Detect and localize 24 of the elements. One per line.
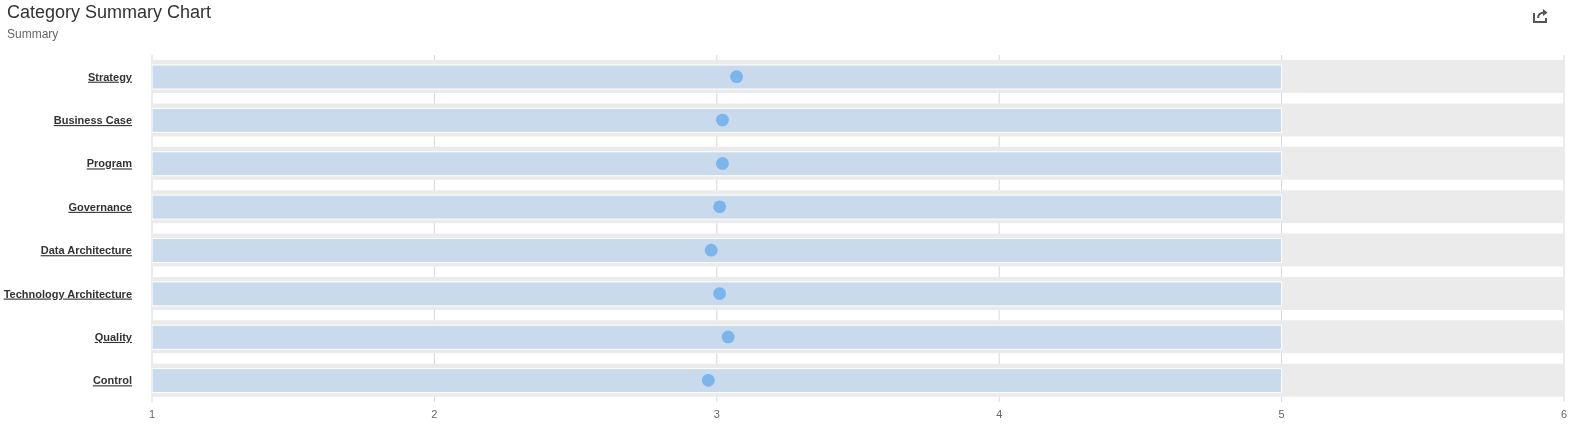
point [713, 287, 727, 300]
y-tick-label: Business Case [53, 114, 132, 127]
y-tick-label: Strategy [87, 70, 133, 83]
chart-title: Category Summary Chart [7, 2, 212, 22]
text: Summary [7, 27, 59, 41]
y-tick-label: Control [92, 374, 132, 387]
x-tick-label: 5 [1278, 407, 1285, 420]
y-tick-label: Technology Architecture [3, 287, 132, 300]
point [713, 200, 727, 214]
x-tick-label: 4 [996, 407, 1003, 420]
point [716, 157, 729, 170]
x-tick-label: 6 [1560, 407, 1568, 420]
point [716, 113, 729, 127]
x-tick-label: 2 [431, 407, 438, 420]
y-tick-label: Program [86, 157, 133, 170]
point [721, 330, 735, 344]
point [704, 243, 718, 257]
x-tick-label: 1 [148, 407, 156, 420]
point [701, 373, 715, 387]
x-tick-label: 3 [713, 407, 720, 420]
point [730, 70, 743, 84]
y-tick-label: Governance [68, 200, 132, 213]
y-tick-label: Quality [94, 330, 133, 343]
y-tick-label: Data Architecture [40, 244, 132, 257]
